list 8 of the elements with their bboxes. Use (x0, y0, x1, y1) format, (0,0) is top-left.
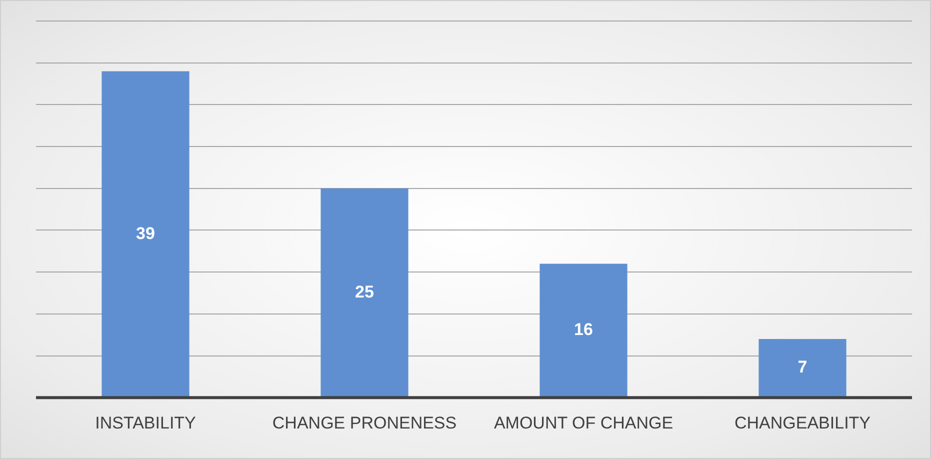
data-label: 7 (798, 358, 808, 377)
x-tick-label: AMOUNT OF CHANGE (494, 413, 674, 432)
data-label: 39 (136, 224, 155, 243)
x-tick-label: CHANGE PRONENESS (272, 413, 457, 432)
x-tick-label: INSTABILITY (95, 413, 196, 432)
data-label: 16 (574, 320, 593, 340)
x-tick-label: CHANGEABILITY (734, 413, 871, 432)
data-label: 25 (355, 282, 374, 302)
